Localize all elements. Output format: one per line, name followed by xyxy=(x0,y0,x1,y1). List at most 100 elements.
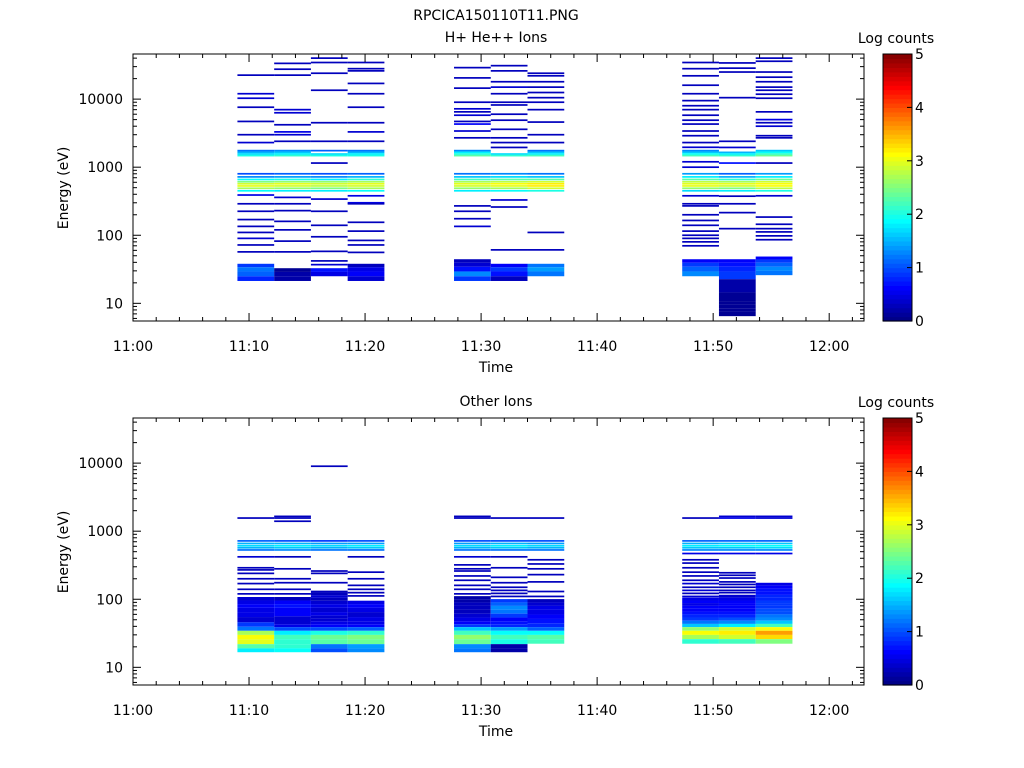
energy-channel xyxy=(347,187,385,190)
energy-channel xyxy=(755,262,793,267)
colorbar-segment xyxy=(883,303,912,309)
energy-channel xyxy=(682,146,719,149)
energy-channel xyxy=(755,582,793,586)
colorbar-tick-label: 0 xyxy=(915,314,924,330)
energy-channel xyxy=(347,540,385,542)
energy-channel xyxy=(682,627,719,631)
time-bin xyxy=(682,517,719,644)
energy-channel xyxy=(527,91,565,94)
energy-channel xyxy=(237,202,275,205)
time-bin xyxy=(310,57,348,277)
energy-channel xyxy=(310,172,348,175)
energy-channel xyxy=(682,271,719,277)
energy-channel xyxy=(274,182,311,185)
energy-channel xyxy=(490,70,528,72)
energy-channel xyxy=(274,229,311,231)
energy-channel xyxy=(274,209,311,212)
energy-channel xyxy=(274,268,311,272)
energy-channel xyxy=(718,151,756,154)
colorbar-segment xyxy=(883,631,912,637)
energy-channel xyxy=(755,149,793,152)
energy-channel xyxy=(237,644,275,649)
energy-channel xyxy=(274,544,311,547)
energy-channel xyxy=(454,544,491,547)
energy-channel xyxy=(718,271,756,280)
energy-channel xyxy=(682,202,719,205)
colorbar-segment xyxy=(883,218,912,224)
energy-channel xyxy=(755,552,793,555)
energy-channel xyxy=(718,153,756,155)
y-tick-label: 10000 xyxy=(78,92,123,108)
energy-channel xyxy=(718,577,756,579)
colorbar-segment xyxy=(883,263,912,269)
energy-channel xyxy=(347,549,385,551)
colorbar-segment xyxy=(883,196,912,202)
energy-channel xyxy=(310,185,348,187)
colorbar-segment xyxy=(883,680,912,686)
energy-channel xyxy=(755,630,793,635)
energy-channel xyxy=(490,544,528,547)
energy-channel xyxy=(682,240,719,243)
colorbar-segment xyxy=(883,569,912,575)
colorbar-segment xyxy=(883,236,912,242)
energy-channel xyxy=(682,154,719,157)
colorbar-label: Log counts xyxy=(858,31,934,47)
colorbar-segment xyxy=(883,120,912,126)
energy-channel xyxy=(755,178,793,181)
energy-channel xyxy=(755,227,793,230)
energy-channel xyxy=(755,194,793,197)
energy-channel xyxy=(274,520,311,523)
energy-channel xyxy=(490,648,528,653)
y-tick-label: 100 xyxy=(96,228,123,244)
energy-channel xyxy=(454,584,491,587)
energy-channel xyxy=(237,540,275,542)
energy-channel xyxy=(527,133,565,136)
colorbar-segment xyxy=(883,54,912,60)
energy-channel xyxy=(274,74,311,76)
energy-channel xyxy=(454,182,491,185)
colorbar-segment xyxy=(883,191,912,197)
energy-channel xyxy=(454,120,491,123)
energy-channel xyxy=(274,593,311,595)
energy-channel xyxy=(347,194,385,197)
energy-channel xyxy=(274,133,311,136)
x-tick-label: 11:20 xyxy=(345,703,385,719)
energy-channel xyxy=(682,151,719,154)
time-bin xyxy=(490,64,528,281)
colorbar-segment xyxy=(883,555,912,561)
energy-channel xyxy=(490,119,528,122)
energy-channel xyxy=(454,588,491,591)
colorbar-segment xyxy=(883,676,912,682)
energy-channel xyxy=(454,549,491,551)
time-bin xyxy=(755,57,793,276)
energy-channel xyxy=(718,172,756,175)
colorbar-segment xyxy=(883,489,912,495)
energy-channel xyxy=(347,131,385,133)
energy-channel xyxy=(755,634,793,640)
spectrogram-data xyxy=(237,465,793,653)
colorbar-segment xyxy=(883,440,912,446)
x-tick-label: 11:30 xyxy=(461,339,501,355)
energy-channel xyxy=(682,74,719,77)
energy-channel xyxy=(755,86,793,88)
energy-channel xyxy=(454,266,491,272)
energy-channel xyxy=(310,263,348,266)
energy-channel xyxy=(310,648,348,653)
energy-channel xyxy=(490,634,528,640)
energy-channel xyxy=(454,205,491,207)
energy-channel xyxy=(237,149,275,152)
time-bin xyxy=(274,62,311,281)
energy-channel xyxy=(347,600,385,605)
energy-channel xyxy=(527,101,565,104)
energy-channel xyxy=(454,176,491,178)
energy-channel xyxy=(310,581,348,584)
colorbar-segment xyxy=(883,662,912,668)
energy-channel xyxy=(310,634,348,640)
energy-channel xyxy=(454,259,491,263)
colorbar-segment xyxy=(883,276,912,282)
energy-channel xyxy=(237,74,275,76)
energy-channel xyxy=(718,627,756,631)
energy-channel xyxy=(755,620,793,624)
energy-channel xyxy=(490,153,528,155)
energy-channel xyxy=(237,231,275,234)
